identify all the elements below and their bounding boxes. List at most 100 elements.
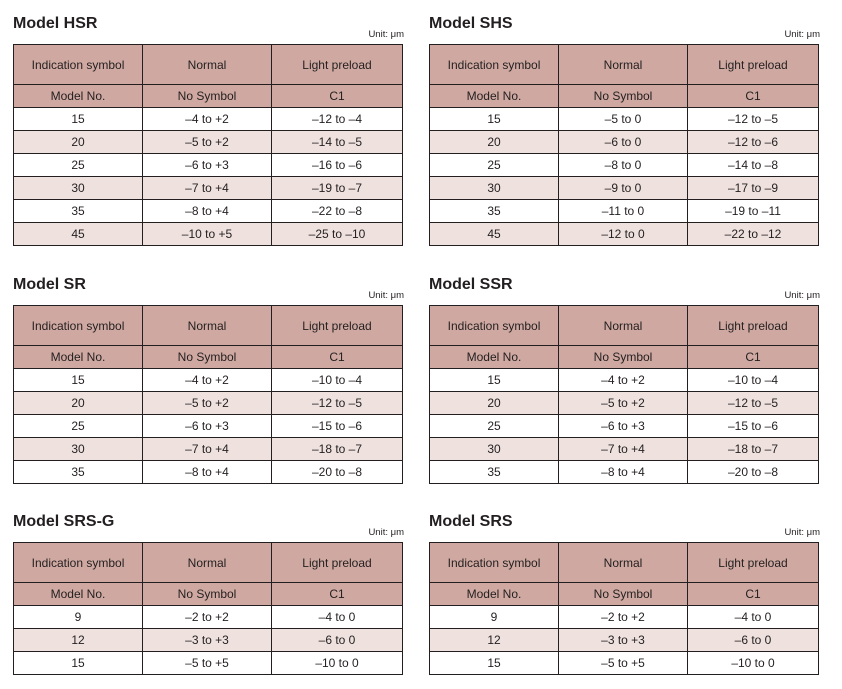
cell-model: 30 xyxy=(429,437,559,461)
table-title: Model HSR xyxy=(13,15,98,32)
cell-model: 30 xyxy=(13,437,143,461)
subheader-model-no: Model No. xyxy=(429,582,559,606)
header-light-preload: Light preload xyxy=(271,44,403,85)
cell-normal: –7 to +4 xyxy=(558,437,688,461)
subheader-model-no: Model No. xyxy=(13,345,143,369)
table-row: 15 –5 to +5 –10 to 0 xyxy=(429,651,819,675)
table-row: 25 –6 to +3 –15 to –6 xyxy=(13,414,403,438)
cell-model: 9 xyxy=(429,605,559,629)
subheader-c1: C1 xyxy=(687,84,819,108)
table-title: Model SRS xyxy=(429,513,513,530)
cell-model: 35 xyxy=(13,460,143,484)
subheader-row: Model No. No Symbol C1 xyxy=(429,582,819,606)
cell-normal: –4 to +2 xyxy=(558,368,688,392)
cell-model: 30 xyxy=(429,176,559,200)
cell-normal: –5 to +5 xyxy=(558,651,688,675)
clearance-table: Indication symbol Normal Light preload M… xyxy=(13,542,403,675)
table-row: 30 –7 to +4 –18 to –7 xyxy=(429,437,819,461)
cell-normal: –6 to +3 xyxy=(142,414,272,438)
cell-normal: –2 to +2 xyxy=(558,605,688,629)
cell-model: 15 xyxy=(429,107,559,131)
table-row: 20 –5 to +2 –14 to –5 xyxy=(13,130,403,154)
cell-normal: –6 to 0 xyxy=(558,130,688,154)
subheader-row: Model No. No Symbol C1 xyxy=(13,582,403,606)
unit-label: Unit: μm xyxy=(784,290,820,301)
cell-light: –16 to –6 xyxy=(271,153,403,177)
table-row: 20 –5 to +2 –12 to –5 xyxy=(429,391,819,415)
table-row: 15 –4 to +2 –10 to –4 xyxy=(429,368,819,392)
cell-normal: –4 to +2 xyxy=(142,368,272,392)
header-normal: Normal xyxy=(142,305,272,346)
table-row: 30 –9 to 0 –17 to –9 xyxy=(429,176,819,200)
cell-model: 25 xyxy=(13,153,143,177)
subheader-model-no: Model No. xyxy=(429,84,559,108)
cell-light: –4 to 0 xyxy=(687,605,819,629)
header-row: Indication symbol Normal Light preload xyxy=(429,305,819,346)
cell-light: –25 to –10 xyxy=(271,222,403,246)
table-title: Model SSR xyxy=(429,276,513,293)
subheader-c1: C1 xyxy=(271,84,403,108)
subheader-row: Model No. No Symbol C1 xyxy=(429,345,819,369)
subheader-no-symbol: No Symbol xyxy=(142,345,272,369)
header-normal: Normal xyxy=(142,542,272,583)
header-normal: Normal xyxy=(558,542,688,583)
table-row: 35 –8 to +4 –22 to –8 xyxy=(13,199,403,223)
header-light-preload: Light preload xyxy=(687,44,819,85)
subheader-row: Model No. No Symbol C1 xyxy=(13,345,403,369)
unit-label: Unit: μm xyxy=(368,290,404,301)
header-normal: Normal xyxy=(142,44,272,85)
cell-light: –10 to 0 xyxy=(687,651,819,675)
table-row: 35 –11 to 0 –19 to –11 xyxy=(429,199,819,223)
cell-model: 9 xyxy=(13,605,143,629)
cell-model: 30 xyxy=(13,176,143,200)
table-row: 25 –6 to +3 –15 to –6 xyxy=(429,414,819,438)
header-normal: Normal xyxy=(558,44,688,85)
table-row: 15 –5 to +5 –10 to 0 xyxy=(13,651,403,675)
table-title: Model SRS-G xyxy=(13,513,115,530)
cell-model: 15 xyxy=(429,368,559,392)
cell-light: –15 to –6 xyxy=(687,414,819,438)
cell-light: –20 to –8 xyxy=(687,460,819,484)
cell-light: –15 to –6 xyxy=(271,414,403,438)
table-row: 15 –4 to +2 –10 to –4 xyxy=(13,368,403,392)
table-row: 20 –5 to +2 –12 to –5 xyxy=(13,391,403,415)
table-row: 30 –7 to +4 –19 to –7 xyxy=(13,176,403,200)
cell-normal: –2 to +2 xyxy=(142,605,272,629)
clearance-table: Indication symbol Normal Light preload M… xyxy=(429,542,819,675)
cell-light: –22 to –8 xyxy=(271,199,403,223)
cell-model: 25 xyxy=(13,414,143,438)
header-indication-symbol: Indication symbol xyxy=(13,44,143,85)
table-row: 25 –6 to +3 –16 to –6 xyxy=(13,153,403,177)
cell-light: –18 to –7 xyxy=(687,437,819,461)
cell-model: 20 xyxy=(429,391,559,415)
header-indication-symbol: Indication symbol xyxy=(13,542,143,583)
cell-light: –14 to –8 xyxy=(687,153,819,177)
cell-normal: –3 to +3 xyxy=(558,628,688,652)
cell-light: –10 to –4 xyxy=(687,368,819,392)
subheader-c1: C1 xyxy=(687,582,819,606)
subheader-model-no: Model No. xyxy=(13,582,143,606)
cell-model: 35 xyxy=(429,460,559,484)
cell-light: –12 to –5 xyxy=(271,391,403,415)
clearance-table: Indication symbol Normal Light preload M… xyxy=(13,44,403,246)
unit-label: Unit: μm xyxy=(784,29,820,40)
header-light-preload: Light preload xyxy=(271,305,403,346)
cell-model: 12 xyxy=(13,628,143,652)
cell-normal: –6 to +3 xyxy=(142,153,272,177)
cell-normal: –5 to +2 xyxy=(558,391,688,415)
cell-model: 15 xyxy=(13,368,143,392)
cell-model: 20 xyxy=(13,130,143,154)
cell-model: 15 xyxy=(13,651,143,675)
header-indication-symbol: Indication symbol xyxy=(13,305,143,346)
table-row: 15 –5 to 0 –12 to –5 xyxy=(429,107,819,131)
subheader-no-symbol: No Symbol xyxy=(142,84,272,108)
cell-normal: –6 to +3 xyxy=(558,414,688,438)
header-indication-symbol: Indication symbol xyxy=(429,305,559,346)
cell-normal: –8 to 0 xyxy=(558,153,688,177)
header-row: Indication symbol Normal Light preload xyxy=(429,44,819,85)
subheader-c1: C1 xyxy=(271,582,403,606)
cell-normal: –12 to 0 xyxy=(558,222,688,246)
header-row: Indication symbol Normal Light preload xyxy=(13,542,403,583)
table-row: 15 –4 to +2 –12 to –4 xyxy=(13,107,403,131)
cell-light: –22 to –12 xyxy=(687,222,819,246)
